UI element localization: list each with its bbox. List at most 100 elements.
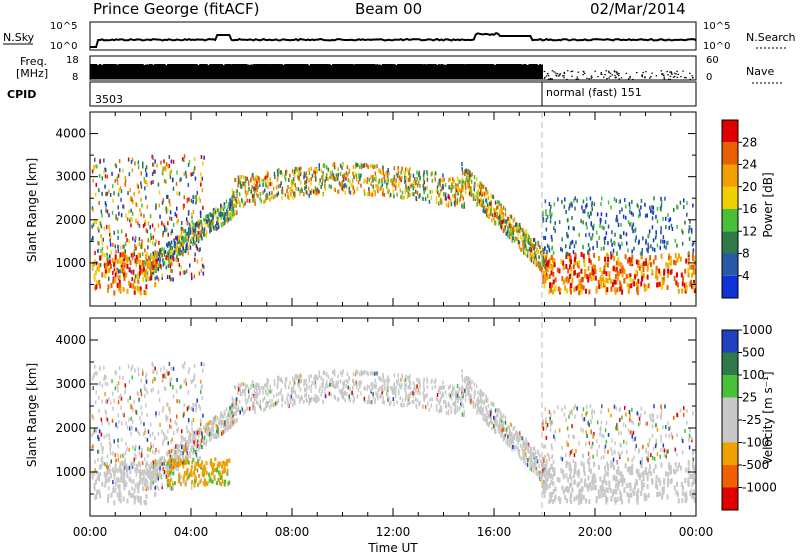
echo-cell: [423, 391, 425, 395]
echo-cell: [387, 393, 389, 397]
echo-cell: [265, 181, 267, 185]
nsky-trace: [90, 33, 696, 47]
echo-cell: [117, 444, 119, 448]
echo-cell: [299, 176, 301, 180]
echo-cell: [130, 417, 132, 421]
echo-cell: [200, 183, 202, 187]
echo-cell: [191, 213, 193, 217]
echo-cell: [463, 197, 465, 201]
echo-cell: [213, 220, 215, 224]
echo-cell: [473, 194, 475, 198]
echo-cell: [178, 219, 180, 223]
echo-cell: [311, 167, 313, 171]
echo-cell: [149, 260, 151, 265]
echo-cell: [182, 451, 184, 455]
echo-cell: [110, 401, 112, 405]
echo-cell: [326, 173, 328, 177]
echo-cell: [184, 380, 186, 384]
echo-cell: [147, 480, 149, 484]
echo-cell: [293, 389, 295, 393]
echo-cell: [144, 387, 146, 391]
echo-cell: [96, 165, 98, 169]
power-colorbar-tick-label: 24: [742, 158, 757, 172]
echo-cell: [691, 273, 693, 278]
echo-cell: [284, 175, 286, 179]
echo-cell: [379, 180, 381, 184]
echo-cell: [285, 401, 287, 405]
nave-dot: [661, 70, 663, 71]
echo-cell: [605, 220, 607, 224]
echo-cell: [564, 286, 566, 291]
echo-cell: [374, 398, 376, 402]
echo-cell: [448, 202, 450, 206]
echo-cell: [260, 400, 262, 404]
echo-cell: [563, 265, 565, 270]
echo-cell: [670, 270, 672, 275]
echo-cell: [393, 402, 395, 406]
echo-cell: [170, 246, 172, 250]
echo-cell: [173, 431, 175, 435]
echo-cell: [173, 223, 175, 227]
echo-cell: [551, 480, 553, 485]
nave-gap: [282, 62, 284, 63]
nave-dot: [615, 77, 617, 78]
echo-cell: [624, 198, 626, 202]
echo-cell: [152, 156, 154, 160]
freq-strip: 18 8 60 0 Freq. [MHz] Nave: [16, 55, 782, 83]
nave-dot: [582, 74, 584, 75]
echo-cell: [176, 445, 178, 449]
echo-cell: [484, 192, 486, 196]
echo-cell: [634, 229, 636, 233]
echo-cell: [237, 183, 239, 187]
echo-cell: [353, 372, 355, 376]
echo-cell: [114, 278, 116, 283]
echo-cell: [93, 386, 95, 390]
echo-cell: [93, 416, 95, 420]
echo-cell: [163, 159, 165, 163]
echo-cell: [119, 366, 121, 370]
echo-cell: [689, 265, 691, 270]
echo-cell: [364, 163, 366, 167]
echo-cell: [384, 387, 386, 391]
cpid-mode: normal (fast) 151: [546, 86, 642, 99]
echo-cell: [330, 378, 332, 382]
echo-cell: [151, 181, 153, 185]
echo-cell: [103, 159, 105, 163]
echo-cell: [322, 177, 324, 181]
echo-cell: [616, 287, 618, 292]
echo-cell: [303, 383, 305, 387]
echo-cell: [322, 400, 324, 404]
echo-cell: [197, 223, 199, 227]
nave-dot: [616, 71, 618, 72]
echo-cell: [213, 212, 215, 216]
echo-cell: [202, 162, 204, 166]
echo-cell: [110, 264, 112, 269]
nave-gap: [443, 64, 445, 65]
echo-cell: [311, 177, 313, 181]
echo-cell: [559, 288, 561, 293]
echo-cell: [338, 173, 340, 177]
echo-cell: [445, 193, 447, 197]
echo-cell: [439, 183, 441, 187]
echo-cell: [590, 276, 592, 281]
echo-cell: [124, 183, 126, 187]
echo-cell: [282, 380, 284, 384]
echo-cell: [256, 192, 257, 196]
echo-cell: [218, 427, 220, 431]
echo-cell: [147, 239, 149, 243]
echo-cell: [256, 400, 257, 404]
echo-cell: [372, 193, 374, 197]
echo-cell: [290, 399, 292, 403]
echo-cell: [151, 388, 153, 392]
echo-cell: [183, 206, 185, 210]
echo-cell: [191, 439, 193, 443]
echo-cell: [338, 167, 340, 171]
echo-cell: [408, 193, 410, 197]
nsearch-tick-top: 10^5: [703, 21, 730, 32]
echo-cell: [419, 383, 421, 387]
echo-cell: [154, 436, 156, 440]
echo-cell: [626, 241, 628, 245]
echo-cell: [215, 432, 217, 436]
echo-cell: [163, 252, 165, 256]
echo-cell: [259, 197, 261, 201]
